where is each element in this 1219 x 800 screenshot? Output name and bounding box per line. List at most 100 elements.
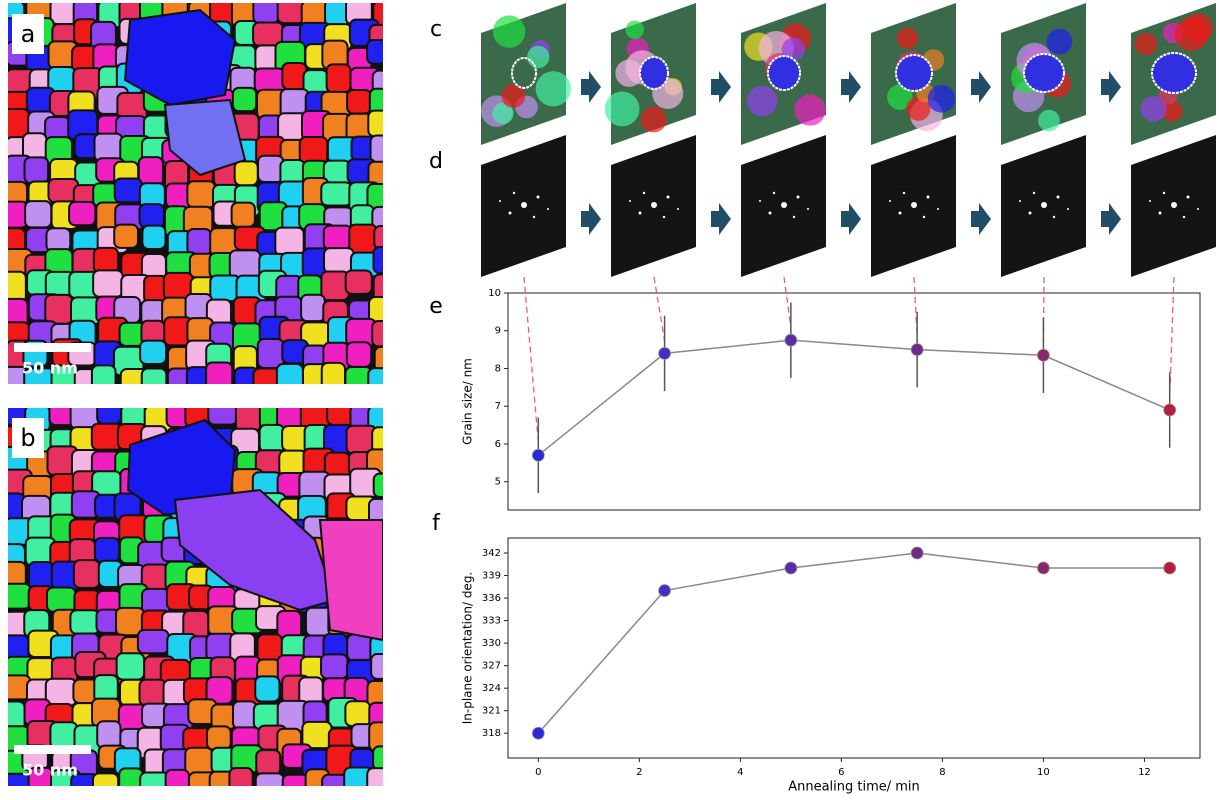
grain bbox=[93, 270, 123, 296]
grain bbox=[142, 368, 167, 392]
grain bbox=[94, 134, 122, 162]
grain bbox=[47, 587, 76, 611]
diffraction-spot bbox=[663, 216, 665, 218]
guide-line bbox=[784, 277, 791, 327]
diffraction-spot bbox=[889, 200, 891, 202]
diffraction-spot bbox=[667, 196, 670, 199]
diffraction-spot bbox=[1029, 212, 1032, 215]
grain bbox=[1141, 96, 1167, 122]
grain bbox=[1135, 33, 1157, 55]
plot-frame bbox=[508, 293, 1200, 510]
grain bbox=[346, 270, 372, 293]
grain bbox=[50, 722, 77, 748]
arrow bbox=[841, 71, 861, 103]
data-point bbox=[785, 562, 797, 574]
grain bbox=[138, 630, 169, 653]
grain bbox=[74, 560, 100, 588]
grain bbox=[97, 721, 120, 748]
diffraction-spot bbox=[1197, 208, 1199, 210]
grain bbox=[605, 92, 640, 127]
grain bbox=[897, 28, 918, 49]
data-point bbox=[1037, 349, 1049, 361]
y-tick-label: 333 bbox=[482, 616, 501, 627]
grain bbox=[115, 178, 142, 202]
y-tick-label: 324 bbox=[482, 683, 501, 694]
grain bbox=[210, 275, 240, 301]
grain bbox=[300, 137, 328, 164]
grain bbox=[258, 339, 284, 368]
grain bbox=[93, 773, 118, 796]
diffraction-spot bbox=[639, 212, 642, 215]
diffraction-spot bbox=[1067, 208, 1069, 210]
grain bbox=[235, 161, 258, 185]
arrow bbox=[711, 71, 731, 103]
diffraction-spot bbox=[899, 212, 902, 215]
grain-outline bbox=[768, 56, 800, 90]
grain-outline bbox=[1152, 53, 1196, 93]
data-point bbox=[532, 449, 544, 461]
diffraction-spot bbox=[521, 202, 527, 208]
grain bbox=[206, 363, 232, 392]
grain bbox=[347, 342, 371, 367]
diffraction-spot bbox=[1041, 202, 1047, 208]
grain bbox=[493, 15, 525, 47]
diffraction-spot bbox=[629, 200, 631, 202]
grain bbox=[347, 634, 372, 660]
grain bbox=[345, 701, 370, 726]
grain bbox=[369, 722, 398, 751]
grain bbox=[166, 770, 189, 796]
panel-label: c bbox=[430, 17, 442, 42]
y-tick-label: 8 bbox=[495, 363, 501, 374]
grain bbox=[275, 228, 303, 256]
diffraction-spot bbox=[1187, 196, 1190, 199]
grain bbox=[46, 679, 76, 706]
grain bbox=[368, 368, 395, 398]
grain bbox=[95, 538, 119, 562]
grain bbox=[139, 204, 164, 227]
grain bbox=[372, 321, 400, 346]
grain bbox=[70, 610, 99, 634]
panel-label: b bbox=[20, 424, 35, 452]
grain bbox=[236, 401, 260, 432]
orientation-map bbox=[0, 0, 404, 399]
grain bbox=[626, 21, 644, 39]
diffraction-spot bbox=[797, 196, 800, 199]
arrow bbox=[841, 203, 861, 235]
plot-frame bbox=[508, 538, 1200, 758]
arrow bbox=[1101, 71, 1121, 103]
grain bbox=[747, 86, 778, 117]
y-tick-label: 327 bbox=[482, 661, 501, 672]
diffraction-spot bbox=[643, 192, 645, 194]
grain bbox=[371, 135, 394, 163]
grain bbox=[322, 363, 345, 391]
x-tick-label: 0 bbox=[535, 767, 541, 778]
grain bbox=[321, 654, 348, 678]
data-point bbox=[532, 727, 544, 739]
grain bbox=[1047, 29, 1073, 55]
grain bbox=[374, 226, 402, 249]
grain bbox=[324, 248, 354, 273]
grain bbox=[256, 750, 280, 775]
diffraction-spot bbox=[1163, 192, 1165, 194]
grain bbox=[260, 425, 284, 452]
grain bbox=[25, 201, 51, 227]
grain bbox=[207, 726, 231, 749]
diffraction-spot bbox=[499, 200, 501, 202]
grain bbox=[371, 654, 400, 679]
grain bbox=[229, 768, 252, 794]
grain bbox=[45, 295, 72, 324]
diffraction-spot bbox=[1057, 196, 1060, 199]
series-line bbox=[538, 553, 1169, 733]
grain bbox=[374, 474, 404, 498]
grain bbox=[46, 228, 70, 251]
scale-label: 50 nm bbox=[22, 761, 78, 780]
scale-bar bbox=[14, 745, 91, 754]
grain bbox=[0, 675, 30, 699]
grain bbox=[139, 157, 163, 186]
x-tick-label: 10 bbox=[1037, 767, 1050, 778]
grain bbox=[277, 364, 303, 392]
y-axis-label: Grain size/ nm bbox=[461, 358, 475, 445]
y-axis-label: In-plane orientation/ deg. bbox=[461, 572, 475, 725]
diffraction-spot bbox=[1019, 200, 1021, 202]
